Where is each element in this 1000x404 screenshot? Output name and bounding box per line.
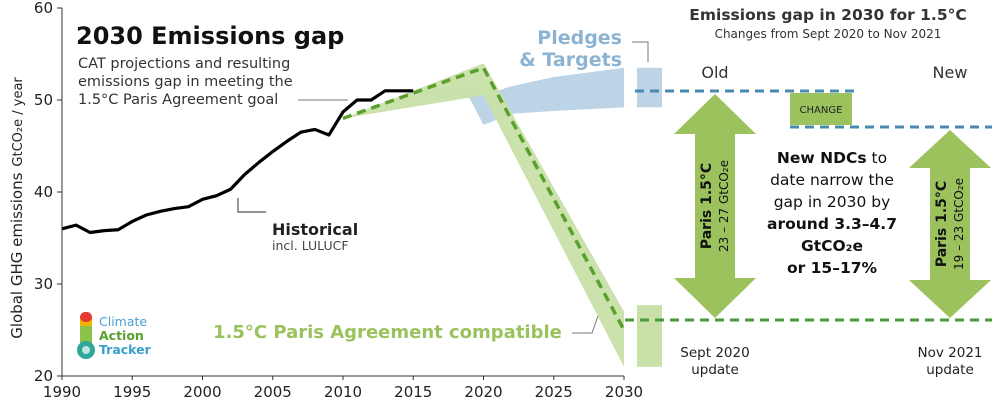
pledges-2030-range-marker <box>637 67 662 108</box>
x-tick-label: 1995 <box>113 383 151 401</box>
new-gap-arrow <box>909 130 991 318</box>
x-tick-label: 2015 <box>394 383 432 401</box>
pledges-label-line-1: Pledges <box>537 27 622 49</box>
x-tick-label: 2020 <box>464 383 502 401</box>
center-text-line-2: date narrow the <box>770 171 894 189</box>
center-text-line-3: gap in 2030 by <box>774 193 891 211</box>
x-tick-label: 2005 <box>254 383 292 401</box>
old-update-line-1: Sept 2020 <box>680 345 749 361</box>
change-box <box>790 93 852 125</box>
thermometer-icon <box>77 312 95 359</box>
logo-text-2: Action <box>99 328 144 343</box>
center-text-line-6: or 15–17% <box>787 259 878 277</box>
old-gap-arrow <box>674 94 756 318</box>
chart-title: 2030 Emissions gap <box>76 22 344 50</box>
y-axis-label: Global GHG emissionsGtCO₂e / year <box>8 77 26 339</box>
x-tick-label: 2025 <box>535 383 573 401</box>
subtitle-line-2: emissions gap in meeting the <box>78 74 293 90</box>
y-tick-label: 50 <box>34 91 53 109</box>
climate-action-tracker-logo: Climate Action Tracker <box>77 312 152 359</box>
subtitle-line-3: 1.5°C Paris Agreement goal <box>78 92 278 108</box>
paris-label: 1.5°C Paris Agreement compatible <box>213 322 562 343</box>
historical-label: Historical <box>272 220 358 239</box>
old-update-line-2: update <box>691 362 739 378</box>
y-tick-label: 30 <box>34 275 53 293</box>
new-arrow-range: 19 – 23 GtCO₂e <box>952 178 966 270</box>
old-label: Old <box>701 63 728 82</box>
center-text-line-4: around 3.3–4.7 <box>767 215 897 233</box>
x-tick-label: 1990 <box>43 383 81 401</box>
historical-leader-line <box>237 198 266 213</box>
change-label: CHANGE <box>800 105 843 116</box>
new-update-line-2: update <box>926 362 974 378</box>
paris-compatible-band <box>343 63 624 367</box>
x-tick-label: 2000 <box>183 383 221 401</box>
center-text-line-5: GtCO₂e <box>801 237 863 255</box>
pledges-leader-line <box>632 41 649 62</box>
pledges-label-line-2: & Targets <box>519 49 622 71</box>
paris-pathway-dashed-line <box>342 65 626 331</box>
historical-note: incl. LULUCF <box>272 238 349 253</box>
y-tick-label: 40 <box>34 183 53 201</box>
x-ticks: 1990 1995 2000 2005 2010 2015 2020 2025 2030 <box>43 376 643 401</box>
gap-panel-subtitle: Changes from Sept 2020 to Nov 2021 <box>715 27 942 41</box>
paris-2030-range-marker <box>637 305 662 367</box>
historical-line <box>61 89 414 235</box>
pledges-targets-band <box>413 67 624 125</box>
old-arrow-title: Paris 1.5°C <box>699 163 715 249</box>
logo-text-3: Tracker <box>99 342 152 357</box>
logo-text-1: Climate <box>99 314 147 329</box>
new-label: New <box>933 63 968 82</box>
subtitle-line-1: CAT projections and resulting <box>78 56 290 72</box>
y-ticks: 20 30 40 50 60 <box>34 0 62 385</box>
center-text-line-1: New NDCs to <box>777 149 887 167</box>
paris-leader-line <box>572 315 599 334</box>
old-arrow-range: 23 – 27 GtCO₂e <box>717 160 731 252</box>
x-tick-label: 2010 <box>324 383 362 401</box>
y-tick-label: 20 <box>34 367 53 385</box>
x-tick-label: 2030 <box>605 383 643 401</box>
y-tick-label: 60 <box>34 0 53 17</box>
gap-panel-title: Emissions gap in 2030 for 1.5°C <box>689 6 966 24</box>
new-arrow-title: Paris 1.5°C <box>934 181 950 267</box>
new-update-line-1: Nov 2021 <box>918 345 983 361</box>
